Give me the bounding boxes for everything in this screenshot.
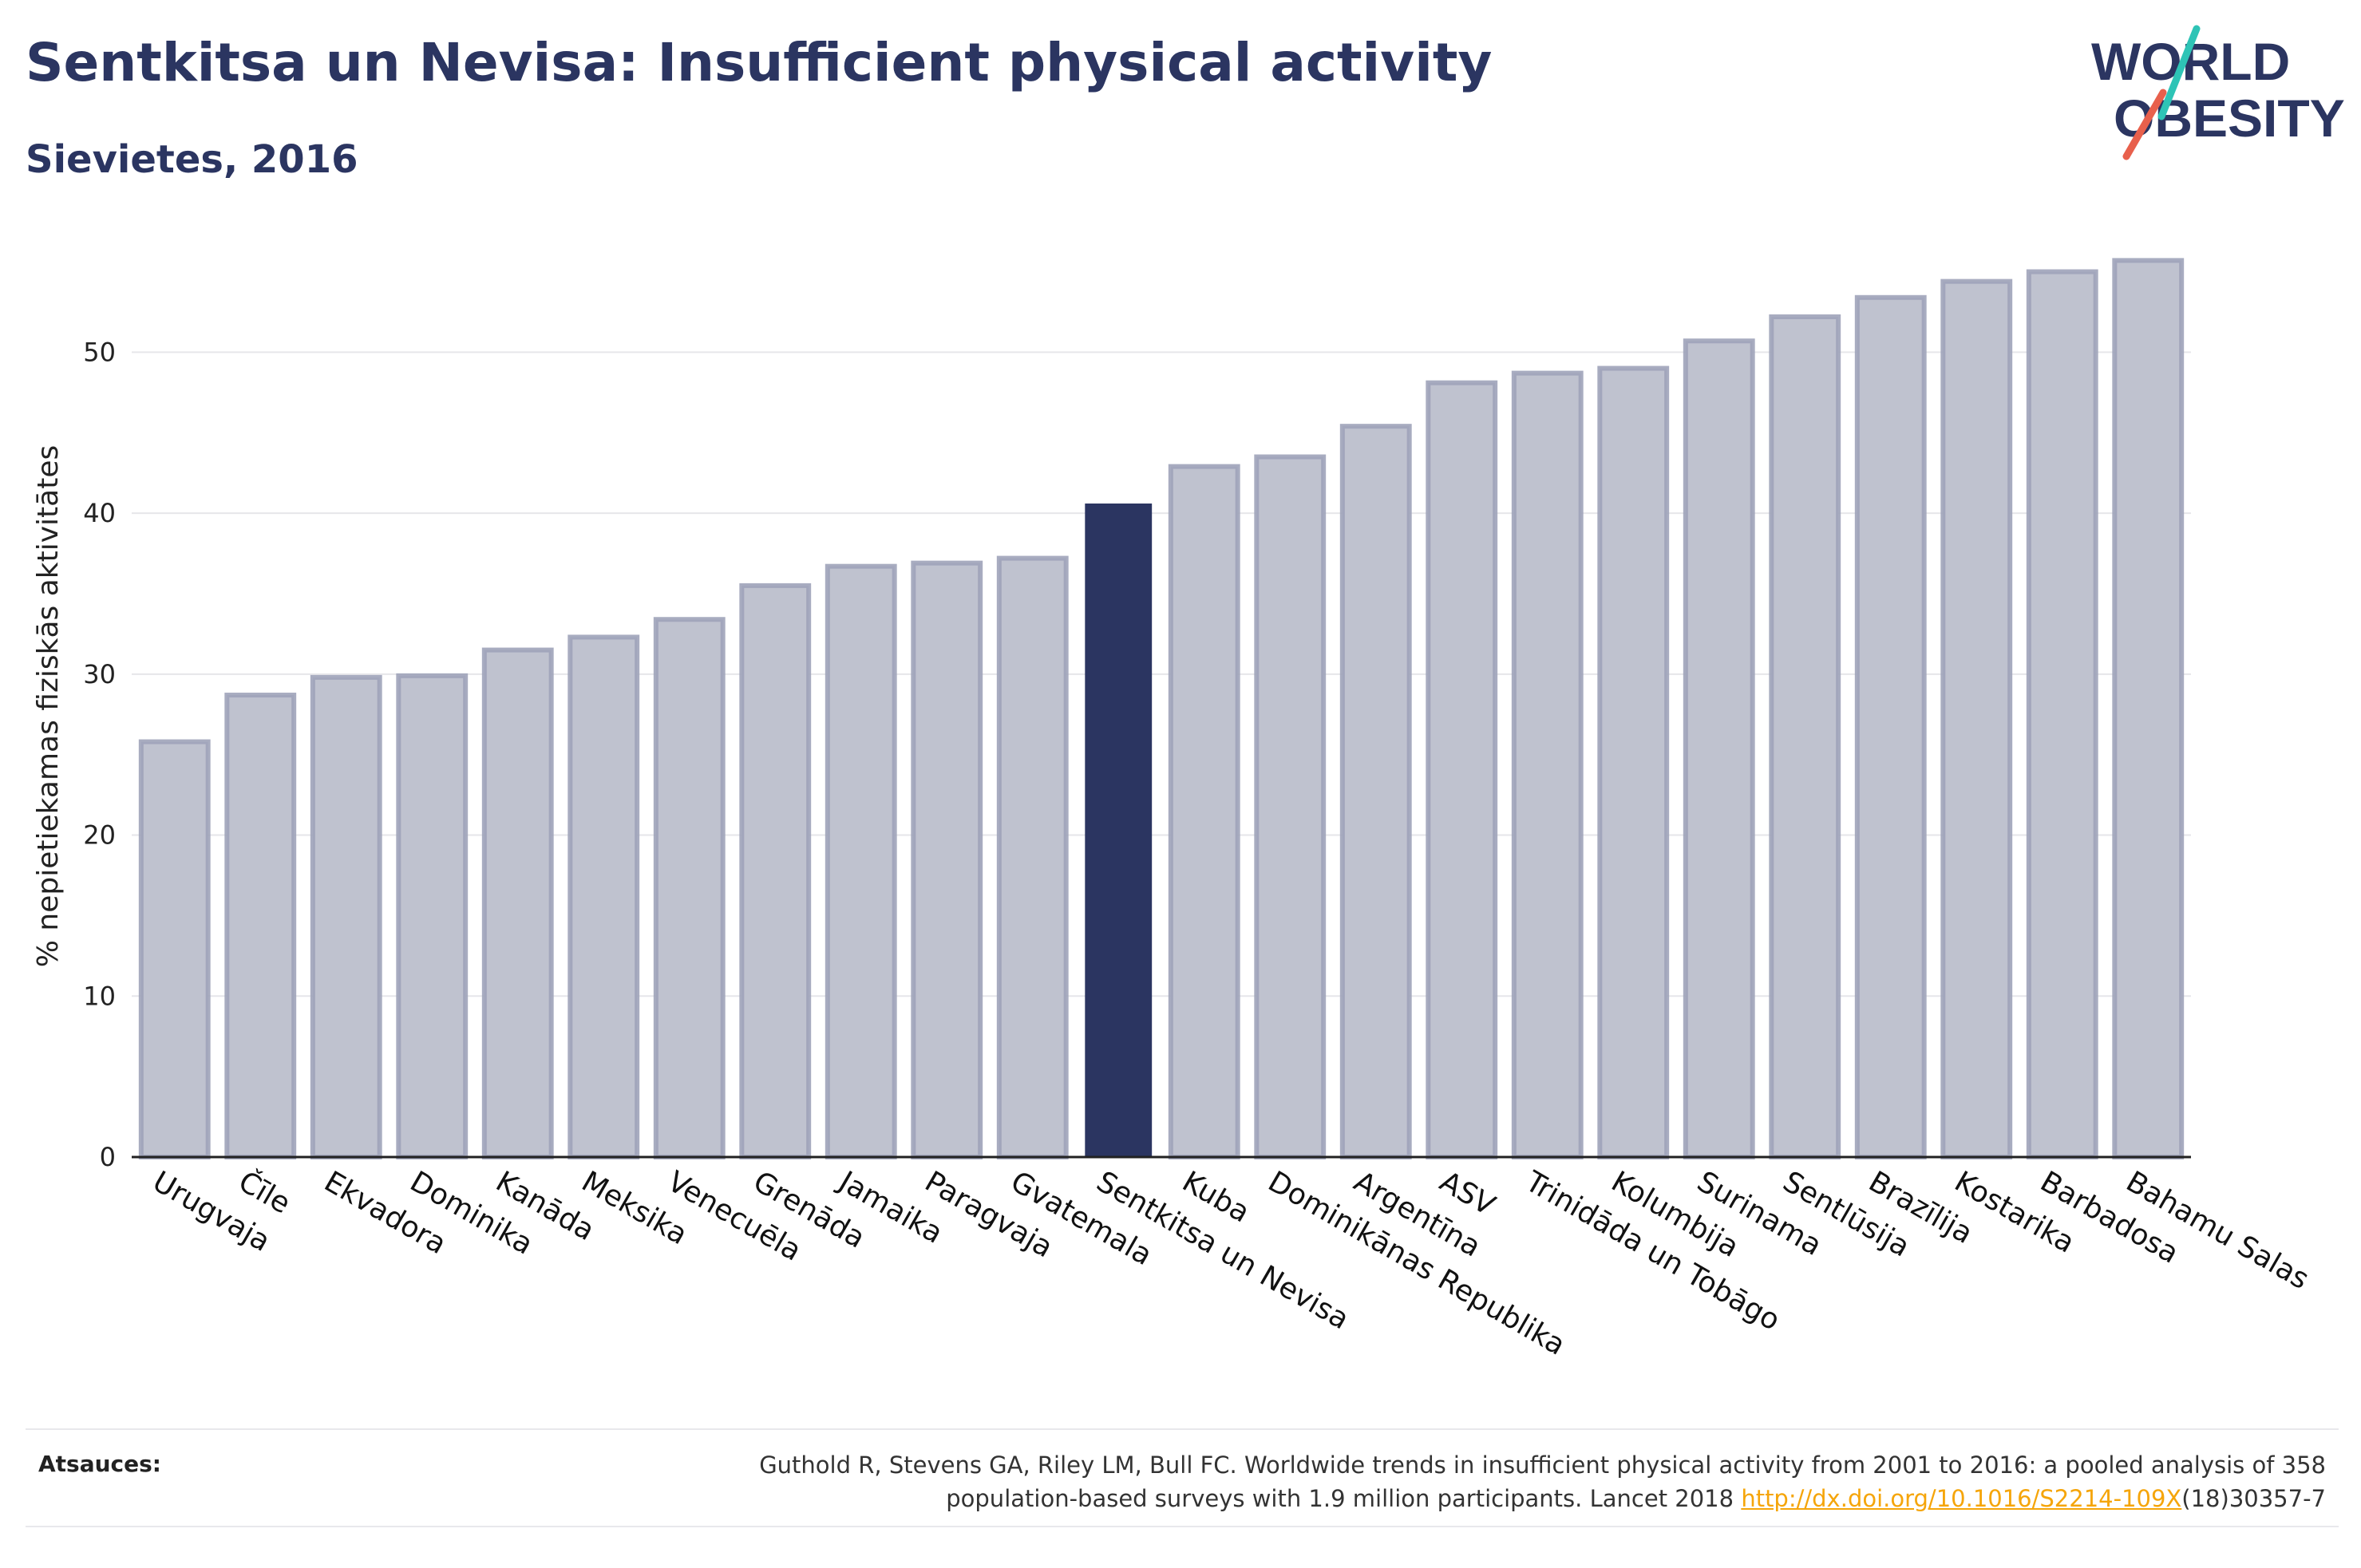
bar	[996, 555, 1069, 1159]
bar	[1339, 424, 1412, 1159]
citation-line-1: Guthold R, Stevens GA, Riley LM, Bull FC…	[759, 1451, 2326, 1479]
citation-line-2: population-based surveys with 1.9 millio…	[490, 1482, 2326, 1515]
citation-doi-link[interactable]: http://dx.doi.org/10.1016/S2214-109X	[1741, 1485, 2182, 1512]
bar	[1597, 365, 1670, 1160]
bar	[1254, 454, 1327, 1159]
bar	[1940, 278, 2013, 1159]
bar-chart: 0 10 20 30 40 50 % nepietiekamas fiziskās akti…	[32, 258, 2315, 1362]
bar	[739, 583, 812, 1159]
bar	[1854, 294, 1927, 1159]
bar	[396, 673, 469, 1159]
bar	[2026, 269, 2098, 1160]
bar	[911, 560, 983, 1159]
y-tick-label: 50	[83, 337, 116, 367]
citation-line-2-suffix: (18)30357-7	[2181, 1485, 2326, 1512]
bar	[1085, 504, 1153, 1157]
footer-divider-bottom	[26, 1526, 2339, 1527]
bar	[653, 617, 726, 1159]
y-tick-label: 30	[83, 659, 116, 689]
logo-slash-teal	[2157, 25, 2201, 120]
bar	[2112, 258, 2185, 1159]
bar	[138, 739, 211, 1159]
world-obesity-logo: WORLD OBESITY	[2091, 25, 2345, 160]
chart-title: Sentkitsa un Nevisa: Insufficient physic…	[26, 32, 1493, 93]
bar	[1426, 380, 1498, 1159]
logo-slash-coral	[2122, 89, 2167, 160]
citation-line-2-text: population-based surveys with 1.9 millio…	[946, 1485, 1742, 1512]
bar	[224, 693, 297, 1159]
y-tick-label: 10	[83, 981, 116, 1011]
bar	[481, 647, 554, 1159]
sources-label: Atsauces:	[38, 1451, 161, 1477]
sources-citation: Guthold R, Stevens GA, Riley LM, Bull FC…	[490, 1448, 2326, 1515]
y-tick-label: 20	[83, 820, 116, 851]
bar	[825, 563, 897, 1159]
bar	[568, 634, 640, 1159]
y-tick-label: 0	[100, 1142, 116, 1172]
chart-subtitle: Sievietes, 2016	[26, 137, 358, 182]
bar	[1769, 314, 1841, 1159]
footer-divider-top	[26, 1428, 2339, 1430]
y-axis-label: % nepietiekamas fiziskās aktivitātes	[32, 445, 65, 967]
bar	[1683, 338, 1755, 1159]
bar	[1168, 464, 1240, 1159]
bar	[1511, 370, 1584, 1159]
y-tick-label: 40	[83, 498, 116, 528]
bar	[310, 674, 382, 1159]
